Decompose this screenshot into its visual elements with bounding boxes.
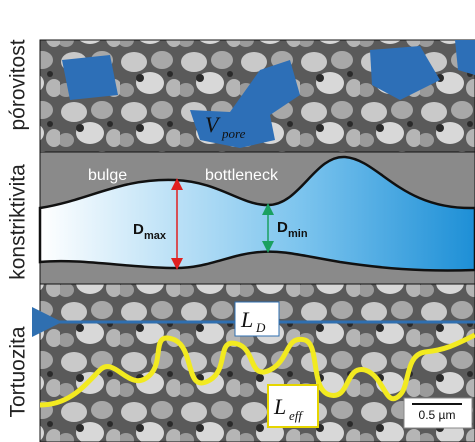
d-min-symbol: D — [277, 219, 288, 236]
effective-length-symbol: L — [273, 394, 286, 419]
pore — [455, 40, 475, 75]
direct-length-symbol: L — [240, 307, 253, 332]
pore — [62, 55, 118, 100]
pore-volume-subscript: pore — [221, 126, 246, 141]
bulge-label: bulge — [88, 167, 127, 184]
tortuosity-label: Tortuozita — [7, 326, 30, 417]
constrictivity-label: konstriktivita — [7, 164, 30, 280]
d-min-subscript: min — [288, 228, 308, 240]
scale-bar-label: 0.5 µm — [419, 408, 456, 422]
porosity-panel: V pore — [40, 40, 475, 152]
bottleneck-label: bottleneck — [205, 167, 279, 184]
tortuosity-panel: L D L eff 0.5 µm — [40, 284, 475, 442]
direct-length-subscript: D — [255, 320, 266, 335]
d-max-subscript: max — [144, 230, 167, 242]
porosity-label: pórovitost — [7, 39, 30, 130]
d-max-symbol: D — [133, 221, 144, 238]
figure: pórovitost konstriktivita Tortuozita V p… — [0, 0, 475, 442]
constrictivity-panel: bulge bottleneck D max D min — [40, 152, 475, 284]
